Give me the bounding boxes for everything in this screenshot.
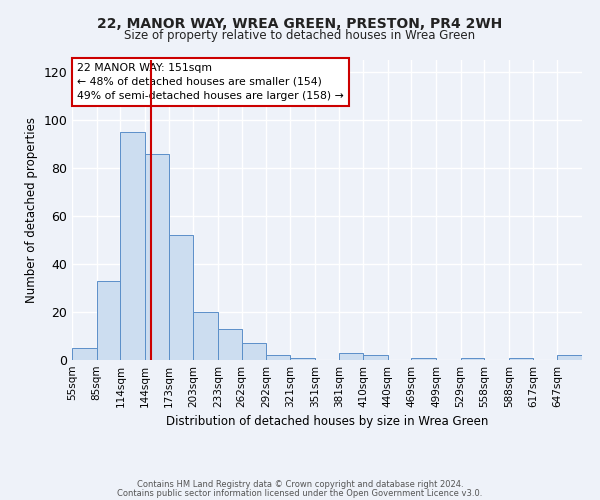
Bar bbox=[290, 358, 315, 360]
Bar bbox=[461, 358, 484, 360]
Bar bbox=[218, 329, 242, 360]
Text: Contains HM Land Registry data © Crown copyright and database right 2024.: Contains HM Land Registry data © Crown c… bbox=[137, 480, 463, 489]
Text: 22, MANOR WAY, WREA GREEN, PRESTON, PR4 2WH: 22, MANOR WAY, WREA GREEN, PRESTON, PR4 … bbox=[97, 18, 503, 32]
Bar bbox=[121, 132, 145, 360]
Bar bbox=[412, 358, 436, 360]
Bar bbox=[339, 353, 363, 360]
Text: Contains public sector information licensed under the Open Government Licence v3: Contains public sector information licen… bbox=[118, 488, 482, 498]
Y-axis label: Number of detached properties: Number of detached properties bbox=[25, 117, 38, 303]
Bar bbox=[193, 312, 218, 360]
X-axis label: Distribution of detached houses by size in Wrea Green: Distribution of detached houses by size … bbox=[166, 416, 488, 428]
Text: Size of property relative to detached houses in Wrea Green: Size of property relative to detached ho… bbox=[124, 28, 476, 42]
Bar bbox=[363, 355, 388, 360]
Bar bbox=[509, 358, 533, 360]
Bar bbox=[242, 343, 266, 360]
Text: 22 MANOR WAY: 151sqm
← 48% of detached houses are smaller (154)
49% of semi-deta: 22 MANOR WAY: 151sqm ← 48% of detached h… bbox=[77, 63, 344, 101]
Bar bbox=[557, 355, 582, 360]
Bar bbox=[97, 281, 121, 360]
Bar bbox=[145, 154, 169, 360]
Bar bbox=[72, 348, 97, 360]
Bar bbox=[169, 235, 193, 360]
Bar bbox=[266, 355, 290, 360]
